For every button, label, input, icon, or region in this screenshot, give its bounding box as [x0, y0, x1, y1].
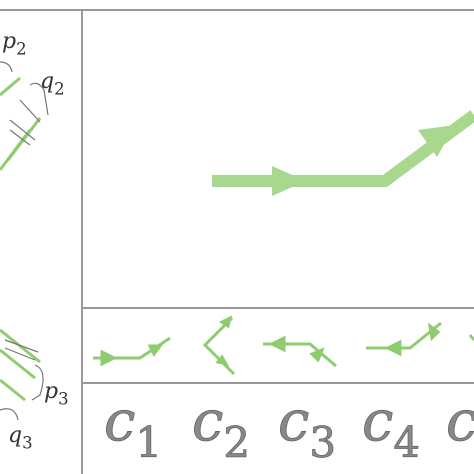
left-fragments [0, 76, 42, 402]
small-arrows [93, 315, 474, 376]
label-subscript: 4 [393, 418, 420, 467]
main-path [212, 110, 474, 196]
label-subscript: 2 [16, 40, 27, 59]
label-subscript: 3 [22, 434, 33, 453]
label-base: c [362, 389, 393, 454]
column-labels: c1c2c3c4c [104, 389, 474, 468]
label-base: p [2, 29, 16, 54]
label-base: c [104, 389, 135, 454]
label-base: q [40, 69, 54, 94]
left-brackets [0, 61, 49, 421]
column-label: c1 [104, 389, 162, 467]
side-label: q3 [8, 423, 33, 453]
label-subscript: 3 [309, 418, 336, 467]
column-label: c4 [362, 389, 420, 467]
column-label: c [446, 389, 474, 454]
side-label: p3 [44, 379, 69, 409]
label-subscript: 2 [223, 418, 250, 467]
label-base: c [446, 389, 474, 454]
label-base: c [278, 389, 309, 454]
label-subscript: 3 [58, 390, 69, 409]
label-base: c [192, 389, 223, 454]
label-base: p [44, 379, 58, 404]
side-label: q2 [40, 69, 65, 99]
label-subscript: 2 [54, 80, 65, 99]
frame [0, 9, 474, 474]
column-label: c3 [278, 389, 336, 467]
side-label: p2 [2, 29, 27, 59]
column-label: c2 [192, 389, 250, 467]
label-base: q [8, 423, 22, 448]
label-subscript: 1 [135, 418, 162, 467]
